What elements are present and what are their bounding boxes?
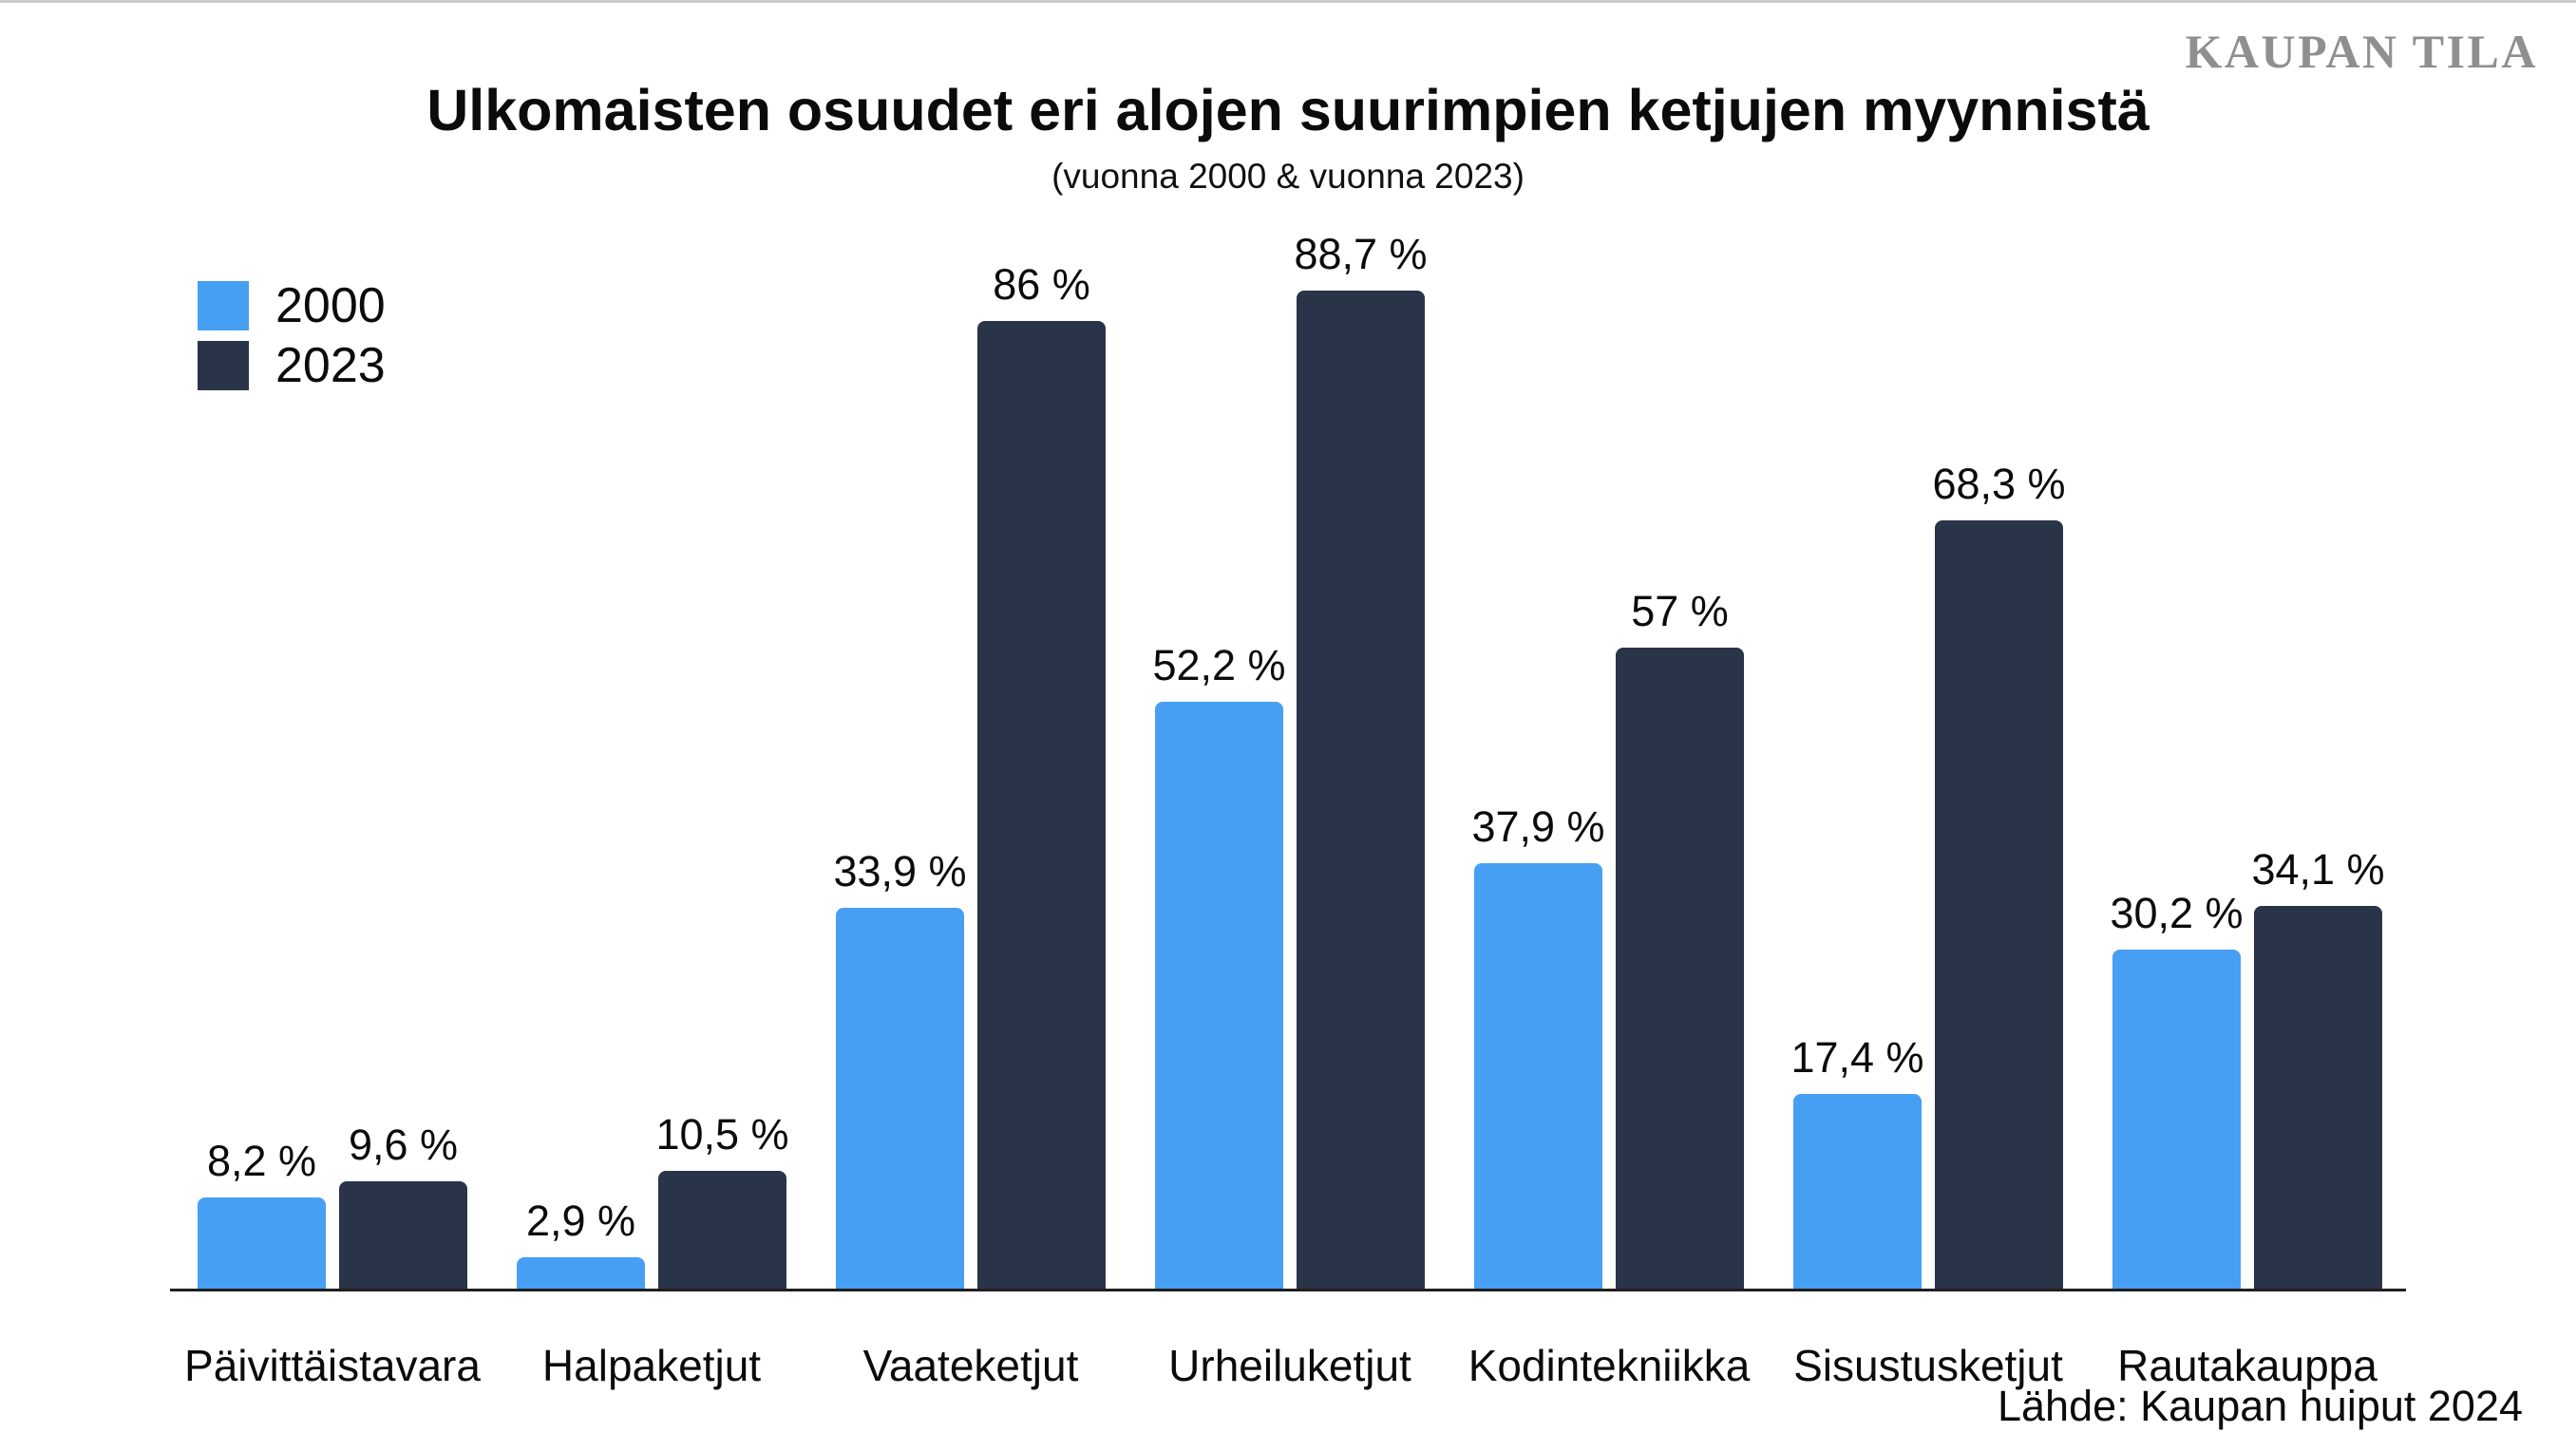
bar-2000-vaateketjut <box>836 908 964 1290</box>
plot-area: 8,2 % 9,6 % Päivittäistavara 2,9 % 10,5 % Hal… <box>0 3 2576 1451</box>
value-label-2023-halpaketjut: 10,5 % <box>655 1110 789 1159</box>
value-label-2023-kodintekniikka: 57 % <box>1631 587 1729 635</box>
chart-title: Ulkomaisten osuudet eri alojen suurimpie… <box>426 78 2150 142</box>
bar-2000-kodintekniikka <box>1474 863 1602 1290</box>
bar-2000-paivittaistavara <box>198 1197 326 1290</box>
value-label-2000-paivittaistavara: 8,2 % <box>206 1137 317 1185</box>
bar-2000-urheiluketjut <box>1155 702 1283 1290</box>
brand-logo: KAUPAN TILA <box>2185 25 2538 78</box>
legend-swatch-2023 <box>198 341 249 390</box>
legend-label-2000: 2000 <box>275 278 386 333</box>
category-label-vaateketjut: Vaateketjut <box>862 1341 1079 1390</box>
category-label-sisustusketjut: Sisustusketjut <box>1793 1341 2063 1390</box>
legend-swatch-2000 <box>198 281 249 330</box>
bar-2023-urheiluketjut <box>1297 291 1425 1290</box>
x-axis-line <box>170 1289 2406 1291</box>
value-label-2023-paivittaistavara: 9,6 % <box>348 1121 459 1169</box>
value-label-2023-urheiluketjut: 88,7 % <box>1294 230 1428 278</box>
legend-item-2023: 2023 <box>198 341 386 390</box>
category-label-rautakauppa: Rautakauppa <box>2117 1341 2377 1390</box>
legend-label-2023: 2023 <box>275 338 386 393</box>
chart-subtitle: (vuonna 2000 & vuonna 2023) <box>1051 157 1525 196</box>
value-label-2023-sisustusketjut: 68,3 % <box>1932 460 2066 508</box>
value-label-2000-kodintekniikka: 37,9 % <box>1471 802 1605 851</box>
value-label-2000-rautakauppa: 30,2 % <box>2110 889 2244 937</box>
bar-2023-halpaketjut <box>658 1171 786 1290</box>
value-label-2023-vaateketjut: 86 % <box>993 260 1090 309</box>
source-note: Lähde: Kaupan huiput 2024 <box>1997 1382 2523 1430</box>
legend: 2000 2023 <box>198 281 386 401</box>
value-label-2023-rautakauppa: 34,1 % <box>2251 845 2385 894</box>
bar-2023-sisustusketjut <box>1935 520 2063 1290</box>
category-label-halpaketjut: Halpaketjut <box>541 1341 762 1390</box>
bar-2000-sisustusketjut <box>1793 1094 1922 1290</box>
bar-2023-kodintekniikka <box>1616 648 1744 1290</box>
legend-item-2000: 2000 <box>198 281 386 330</box>
value-label-2000-sisustusketjut: 17,4 % <box>1790 1033 1924 1082</box>
category-label-paivittaistavara: Päivittäistavara <box>184 1341 481 1390</box>
bar-2000-rautakauppa <box>2112 950 2241 1290</box>
bar-2023-vaateketjut <box>977 321 1106 1290</box>
bar-2023-rautakauppa <box>2254 906 2382 1290</box>
category-label-urheiluketjut: Urheiluketjut <box>1168 1341 1411 1390</box>
value-label-2000-urheiluketjut: 52,2 % <box>1152 641 1286 689</box>
bar-2023-paivittaistavara <box>339 1181 467 1290</box>
value-label-2000-vaateketjut: 33,9 % <box>833 847 967 895</box>
bar-2000-halpaketjut <box>517 1257 645 1290</box>
value-label-2000-halpaketjut: 2,9 % <box>525 1197 636 1245</box>
category-label-kodintekniikka: Kodintekniikka <box>1468 1341 1751 1390</box>
